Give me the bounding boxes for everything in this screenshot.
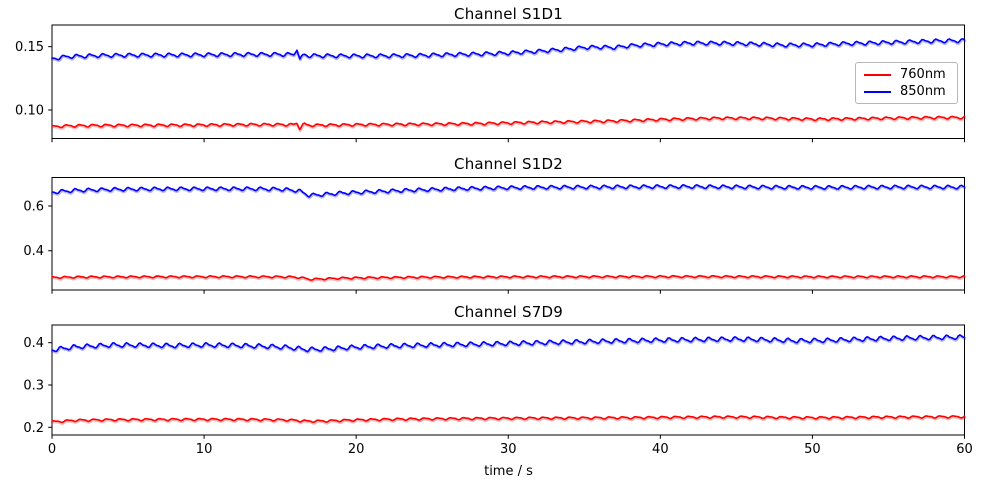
series-shadow-760nm bbox=[51, 275, 967, 283]
x-tick-label: 30 bbox=[500, 442, 517, 457]
series-shadow-850nm bbox=[51, 38, 967, 63]
legend-line-swatch-850nm bbox=[864, 90, 891, 93]
legend: 760nm 850nm bbox=[855, 62, 958, 104]
series-shadow-850nm bbox=[51, 334, 967, 355]
x-tick-label: 0 bbox=[48, 442, 56, 457]
series-shadow-850nm bbox=[51, 184, 967, 200]
x-tick-label: 40 bbox=[652, 442, 669, 457]
y-tick-label: 0.15 bbox=[15, 40, 44, 55]
legend-label-850nm: 850nm bbox=[900, 84, 946, 99]
y-tick-label: 0.2 bbox=[23, 421, 44, 436]
subplot-title-s1d2: Channel S1D2 bbox=[454, 155, 563, 173]
legend-item-760nm: 760nm bbox=[864, 67, 949, 82]
y-tick-label: 0.4 bbox=[23, 336, 44, 351]
subplot-1: 0.4 0.6 bbox=[23, 177, 967, 294]
x-axis-label: time / s bbox=[484, 464, 533, 479]
subplot-0: 0.10 0.15 bbox=[15, 24, 967, 143]
series-line-760nm bbox=[51, 115, 966, 131]
legend-label-760nm: 760nm bbox=[900, 67, 946, 82]
axes-frame bbox=[51, 177, 965, 291]
y-tick-label: 0.10 bbox=[15, 103, 44, 118]
y-tick-label: 0.4 bbox=[23, 244, 44, 259]
x-tick-label: 50 bbox=[804, 442, 821, 457]
series-shadow-760nm bbox=[51, 415, 967, 425]
series-line-850nm bbox=[51, 184, 966, 198]
y-tick-label: 0.3 bbox=[23, 378, 44, 393]
series-line-760nm bbox=[51, 415, 966, 424]
subplot-title-s7d9: Channel S7D9 bbox=[454, 303, 563, 321]
x-tick-label: 60 bbox=[956, 442, 973, 457]
series-line-760nm bbox=[51, 274, 966, 281]
x-tick-label: 10 bbox=[196, 442, 213, 457]
y-tick-label: 0.6 bbox=[23, 200, 44, 215]
legend-item-850nm: 850nm bbox=[864, 84, 949, 99]
subplot-2: 0 10 20 30 40 50 60 0.2 0.3 0.4 bbox=[23, 324, 973, 457]
x-tick-label: 20 bbox=[348, 442, 365, 457]
series-line-850nm bbox=[51, 38, 966, 61]
series-line-850nm bbox=[51, 334, 966, 353]
subplot-title-s1d1: Channel S1D1 bbox=[454, 5, 563, 23]
legend-line-swatch-760nm bbox=[864, 73, 891, 76]
